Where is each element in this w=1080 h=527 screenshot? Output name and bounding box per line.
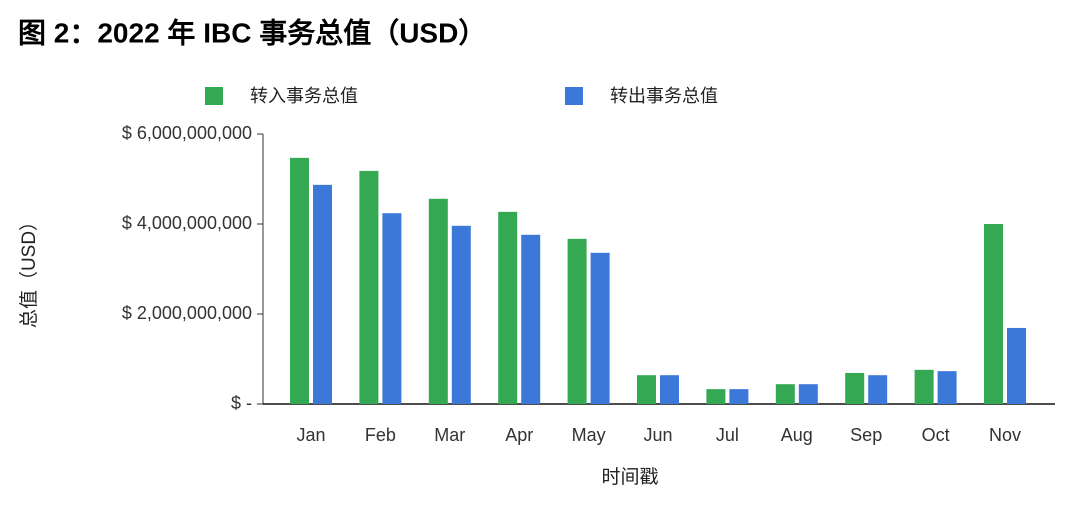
bar [1007, 327, 1026, 404]
y-tick-label: $ 2,000,000,000 [122, 303, 252, 323]
bar [798, 384, 818, 404]
x-tick-label: Jul [716, 425, 739, 445]
x-tick-label: Feb [365, 425, 396, 445]
bar [290, 157, 309, 404]
bar [521, 234, 541, 404]
bar [382, 213, 402, 404]
legend-swatch [565, 87, 583, 105]
bar [359, 170, 379, 404]
bar [706, 389, 726, 404]
bar [775, 384, 795, 404]
x-tick-label: Apr [505, 425, 533, 445]
bar [660, 375, 679, 404]
bar [914, 369, 934, 404]
bar [637, 375, 656, 404]
bar [590, 252, 610, 404]
x-tick-label: Jan [296, 425, 325, 445]
bar [428, 198, 448, 404]
x-tick-label: Mar [434, 425, 465, 445]
chart-title: 图 2：2022 年 IBC 事务总值（USD） [18, 16, 486, 48]
x-tick-label: Sep [850, 425, 882, 445]
bar [937, 371, 957, 404]
x-tick-label: Jun [643, 425, 672, 445]
bar [498, 211, 518, 404]
legend-label: 转出事务总值 [610, 86, 718, 106]
bar [729, 389, 749, 404]
bar [313, 184, 332, 404]
x-tick-label: Oct [922, 425, 950, 445]
x-tick-label: Aug [781, 425, 813, 445]
y-tick-label: $ 4,000,000,000 [122, 213, 252, 233]
y-tick-label: $ - [231, 393, 252, 413]
legend-label: 转入事务总值 [250, 86, 358, 106]
bar [868, 375, 888, 404]
x-axis-label: 时间戳 [601, 466, 658, 488]
x-tick-label: May [572, 425, 606, 445]
bar [567, 238, 587, 404]
bar [451, 225, 471, 404]
x-tick-label: Nov [989, 425, 1021, 445]
y-axis-label: 总值（USD） [18, 212, 40, 328]
y-tick-label: $ 6,000,000,000 [122, 123, 252, 143]
bar [984, 224, 1003, 404]
bar [845, 372, 865, 404]
legend-swatch [205, 87, 223, 105]
